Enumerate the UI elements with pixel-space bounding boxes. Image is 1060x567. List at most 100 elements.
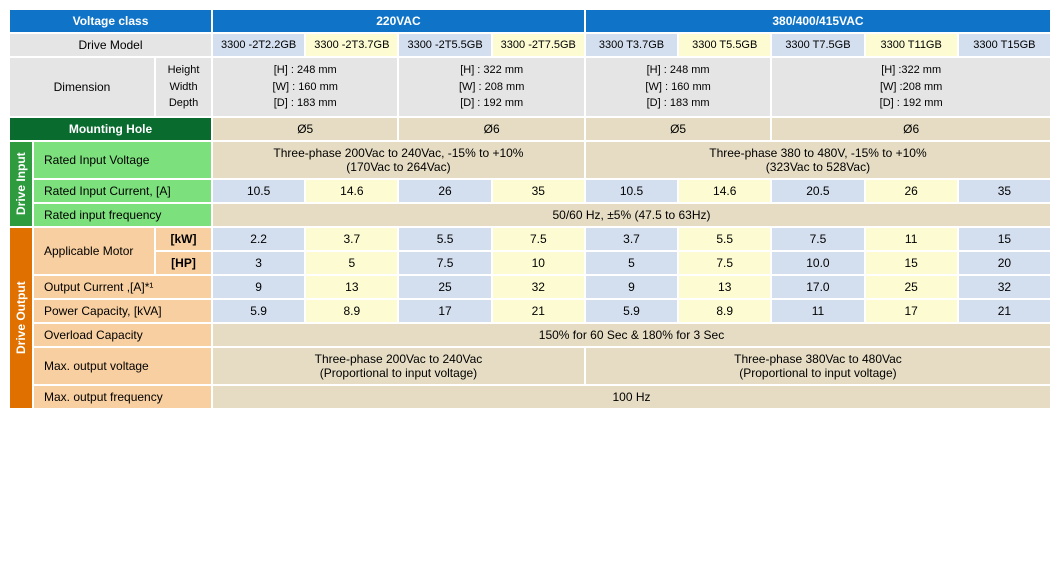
data-cell: 7.5 xyxy=(679,252,770,274)
mounting-cell: Ø5 xyxy=(586,118,770,140)
data-cell: 20.5 xyxy=(772,180,863,202)
data-cell: 5 xyxy=(586,252,677,274)
drive-model-label: Drive Model xyxy=(10,34,211,56)
data-cell: 10.0 xyxy=(772,252,863,274)
mounting-cell: Ø6 xyxy=(772,118,1050,140)
v220-header: 220VAC xyxy=(213,10,584,32)
model-cell: 3300 -2T5.5GB xyxy=(399,34,490,56)
data-cell: 5 xyxy=(306,252,397,274)
data-cell: 7.5 xyxy=(399,252,490,274)
data-cell: 26 xyxy=(866,180,957,202)
data-cell: 14.6 xyxy=(679,180,770,202)
data-cell: 21 xyxy=(959,300,1050,322)
dimension-row: Dimension Height Width Depth [H] : 248 m… xyxy=(10,58,1050,116)
data-cell: 13 xyxy=(679,276,770,298)
data-cell: 25 xyxy=(866,276,957,298)
dim-group: [H] : 248 mm [W] : 160 mm [D] : 183 mm xyxy=(213,58,397,116)
data-cell: 2.2 xyxy=(213,228,304,250)
data-cell: 15 xyxy=(866,252,957,274)
mounting-label: Mounting Hole xyxy=(10,118,211,140)
data-cell: 35 xyxy=(959,180,1050,202)
data-cell: 5.5 xyxy=(679,228,770,250)
model-cell: 3300 -2T2.2GB xyxy=(213,34,304,56)
kw-label: [kW] xyxy=(156,228,211,250)
data-cell: 10 xyxy=(493,252,584,274)
model-cell: 3300 T5.5GB xyxy=(679,34,770,56)
voltage-class-label: Voltage class xyxy=(10,10,211,32)
data-cell: 10.5 xyxy=(213,180,304,202)
data-cell: 35 xyxy=(493,180,584,202)
voltage-class-row: Voltage class 220VAC 380/400/415VAC xyxy=(10,10,1050,32)
motor-label: Applicable Motor xyxy=(34,228,154,274)
data-cell: 32 xyxy=(493,276,584,298)
hwd-label: Height Width Depth xyxy=(156,58,211,116)
data-cell: 3.7 xyxy=(586,228,677,250)
data-cell: 5.9 xyxy=(586,300,677,322)
v380-header: 380/400/415VAC xyxy=(586,10,1050,32)
data-cell: 17 xyxy=(399,300,490,322)
dimension-label: Dimension xyxy=(10,58,154,116)
model-cell: 3300 T15GB xyxy=(959,34,1050,56)
model-cell: 3300 -2T7.5GB xyxy=(493,34,584,56)
motor-hp-row: [HP] 3 5 7.5 10 5 7.5 10.0 15 20 xyxy=(10,252,1050,274)
rated-input-voltage-row: Drive Input Rated Input Voltage Three-ph… xyxy=(10,142,1050,178)
overload-value: 150% for 60 Sec & 180% for 3 Sec xyxy=(213,324,1050,346)
data-cell: 25 xyxy=(399,276,490,298)
dim-group: [H] : 322 mm [W] : 208 mm [D] : 192 mm xyxy=(399,58,583,116)
rated-input-freq: 50/60 Hz, ±5% (47.5 to 63Hz) xyxy=(213,204,1050,226)
max-freq-value: 100 Hz xyxy=(213,386,1050,408)
spec-table: Voltage class 220VAC 380/400/415VAC Driv… xyxy=(8,8,1052,410)
drive-input-side: Drive Input xyxy=(10,142,32,226)
data-cell: 5.5 xyxy=(399,228,490,250)
mounting-cell: Ø6 xyxy=(399,118,583,140)
max-voltage-row: Max. output voltage Three-phase 200Vac t… xyxy=(10,348,1050,384)
data-cell: 32 xyxy=(959,276,1050,298)
power-capacity-label: Power Capacity, [kVA] xyxy=(34,300,211,322)
mounting-row: Mounting Hole Ø5 Ø6 Ø5 Ø6 xyxy=(10,118,1050,140)
output-current-row: Output Current ,[A]*¹ 9 13 25 32 9 13 17… xyxy=(10,276,1050,298)
output-current-label: Output Current ,[A]*¹ xyxy=(34,276,211,298)
rated-input-voltage-380: Three-phase 380 to 480V, -15% to +10% (3… xyxy=(586,142,1050,178)
data-cell: 7.5 xyxy=(772,228,863,250)
data-cell: 26 xyxy=(399,180,490,202)
drive-model-row: Drive Model 3300 -2T2.2GB 3300 -2T3.7GB … xyxy=(10,34,1050,56)
rated-input-freq-row: Rated input frequency 50/60 Hz, ±5% (47.… xyxy=(10,204,1050,226)
overload-label: Overload Capacity xyxy=(34,324,211,346)
mounting-cell: Ø5 xyxy=(213,118,397,140)
rated-input-voltage-220: Three-phase 200Vac to 240Vac, -15% to +1… xyxy=(213,142,584,178)
rated-input-current-row: Rated Input Current, [A] 10.5 14.6 26 35… xyxy=(10,180,1050,202)
data-cell: 8.9 xyxy=(679,300,770,322)
hp-label: [HP] xyxy=(156,252,211,274)
dim-group: [H] :322 mm [W] :208 mm [D] : 192 mm xyxy=(772,58,1050,116)
data-cell: 21 xyxy=(493,300,584,322)
data-cell: 8.9 xyxy=(306,300,397,322)
data-cell: 7.5 xyxy=(493,228,584,250)
data-cell: 3.7 xyxy=(306,228,397,250)
data-cell: 9 xyxy=(213,276,304,298)
max-voltage-220: Three-phase 200Vac to 240Vac (Proportion… xyxy=(213,348,584,384)
data-cell: 9 xyxy=(586,276,677,298)
max-freq-label: Max. output frequency xyxy=(34,386,211,408)
model-cell: 3300 T7.5GB xyxy=(772,34,863,56)
data-cell: 11 xyxy=(866,228,957,250)
data-cell: 5.9 xyxy=(213,300,304,322)
model-cell: 3300 -2T3.7GB xyxy=(306,34,397,56)
rated-input-freq-label: Rated input frequency xyxy=(34,204,211,226)
data-cell: 3 xyxy=(213,252,304,274)
motor-kw-row: Drive Output Applicable Motor [kW] 2.2 3… xyxy=(10,228,1050,250)
overload-row: Overload Capacity 150% for 60 Sec & 180%… xyxy=(10,324,1050,346)
data-cell: 13 xyxy=(306,276,397,298)
dim-group: [H] : 248 mm [W] : 160 mm [D] : 183 mm xyxy=(586,58,770,116)
model-cell: 3300 T3.7GB xyxy=(586,34,677,56)
max-voltage-label: Max. output voltage xyxy=(34,348,211,384)
max-voltage-380: Three-phase 380Vac to 480Vac (Proportion… xyxy=(586,348,1050,384)
data-cell: 20 xyxy=(959,252,1050,274)
data-cell: 15 xyxy=(959,228,1050,250)
data-cell: 17.0 xyxy=(772,276,863,298)
max-freq-row: Max. output frequency 100 Hz xyxy=(10,386,1050,408)
data-cell: 17 xyxy=(866,300,957,322)
data-cell: 10.5 xyxy=(586,180,677,202)
data-cell: 14.6 xyxy=(306,180,397,202)
rated-input-voltage-label: Rated Input Voltage xyxy=(34,142,211,178)
rated-input-current-label: Rated Input Current, [A] xyxy=(34,180,211,202)
